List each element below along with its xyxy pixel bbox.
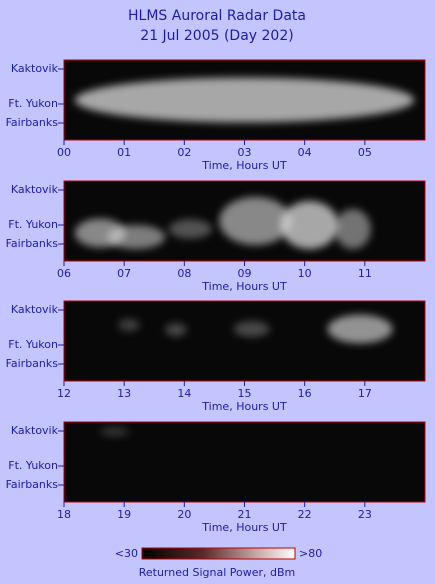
x-tick-label: 01 [117,146,131,159]
x-axis-label: Time, Hours UT [201,400,287,413]
x-tick-label: 15 [238,387,252,400]
x-tick-label: 03 [238,146,252,159]
x-tick-label: 14 [177,387,191,400]
x-axis-label: Time, Hours UT [201,280,287,293]
title: HLMS Auroral Radar Data [128,8,306,24]
colorbar-label: Returned Signal Power, dBm [139,566,296,579]
colorbar [141,547,296,560]
x-tick-label: 22 [298,508,312,521]
y-tick-label: Fairbanks [6,116,59,129]
panel [63,180,426,262]
y-tick-label: Kaktovik [11,183,59,196]
x-tick-label: 12 [57,387,71,400]
y-tick-label: Ft. Yukon [8,459,58,472]
radar-echo [118,318,140,332]
radar-echo [107,225,166,249]
y-tick-label: Fairbanks [6,478,59,491]
x-axis-label: Time, Hours UT [201,159,287,172]
radar-echo [327,314,393,344]
x-tick-label: 18 [57,508,71,521]
subtitle: 21 Jul 2005 (Day 202) [140,28,293,44]
radar-echo [219,197,292,245]
x-tick-label: 04 [298,146,312,159]
x-tick-label: 23 [358,508,372,521]
radar-echo [168,219,213,239]
radar-echo [334,209,371,249]
x-tick-label: 10 [298,267,312,280]
x-tick-label: 13 [117,387,131,400]
x-tick-label: 17 [358,387,372,400]
y-tick-label: Fairbanks [6,357,59,370]
radar-echo [233,321,270,337]
x-tick-label: 02 [177,146,191,159]
y-tick-label: Ft. Yukon [8,338,58,351]
panel [63,300,426,382]
x-tick-label: 07 [117,267,131,280]
radar-echo [165,323,187,337]
colorbar-tick-label: <30 [115,547,138,560]
plot-area [64,422,425,502]
x-tick-label: 16 [298,387,312,400]
radar-echo [100,426,129,437]
radar-echo [74,77,415,123]
x-tick-label: 11 [358,267,372,280]
panel [63,421,426,503]
x-tick-label: 21 [238,508,252,521]
x-tick-label: 20 [177,508,191,521]
panel [63,59,426,141]
y-tick-label: Kaktovik [11,424,59,437]
x-tick-label: 06 [57,267,71,280]
y-tick-label: Ft. Yukon [8,218,58,231]
x-tick-label: 08 [177,267,191,280]
x-tick-label: 00 [57,146,71,159]
x-axis-label: Time, Hours UT [201,521,287,534]
x-tick-label: 09 [238,267,252,280]
radar-echo [280,201,339,249]
colorbar-tick-label: >80 [299,547,322,560]
y-tick-label: Fairbanks [6,237,59,250]
x-tick-label: 19 [117,508,131,521]
y-tick-label: Kaktovik [11,62,59,75]
x-tick-label: 05 [358,146,372,159]
y-tick-label: Kaktovik [11,303,59,316]
y-tick-label: Ft. Yukon [8,97,58,110]
